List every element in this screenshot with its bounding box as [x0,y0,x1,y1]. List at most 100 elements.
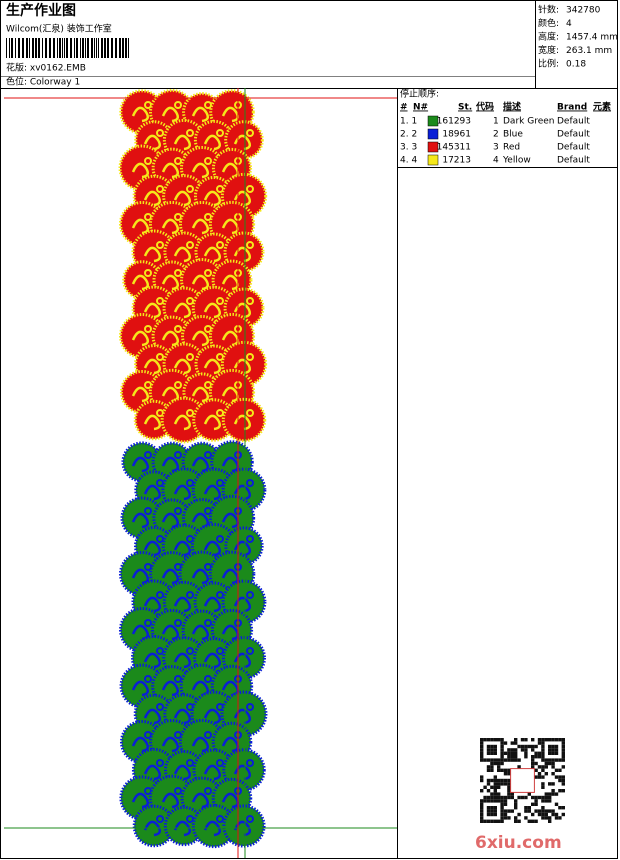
row-index: 2. 2 [400,130,417,140]
motif-swirl [203,708,222,725]
qr-module [490,765,494,769]
qr-module [514,802,518,806]
motif-swirl [191,624,210,641]
qr-module [544,816,548,820]
motif-swirl [131,162,150,179]
qr-module [558,768,562,772]
qr-module [514,806,518,810]
motif-dot [246,409,254,417]
motif-swirl [131,680,150,697]
qr-module [497,778,501,783]
qr-module [517,744,521,749]
motif-dot [204,213,212,221]
motif-dot [186,759,194,767]
qr-module [551,782,555,786]
bar-stripe [18,38,20,58]
qr-module [486,758,491,762]
qr-module [507,785,511,789]
qr-module [527,744,531,749]
motif-dot [204,619,212,627]
qr-module [483,799,487,803]
motif-dot [246,297,254,305]
qr-module [514,819,518,823]
bar-stripe [66,38,68,58]
table-header: 元素 [593,101,611,113]
qr-module [497,782,501,786]
qr-module [500,816,504,820]
qr-module [561,775,565,779]
motif-dot [204,675,212,683]
motif-swirl [203,540,222,557]
motif-dot [246,479,254,487]
qr-module [503,802,508,806]
qr-module [531,744,535,749]
qr-module [527,792,531,796]
motif-dot [156,815,164,823]
qr-module [510,741,514,745]
motif-swirl [173,414,192,431]
qr-module [537,772,542,776]
row-code: 2 [493,130,499,140]
qr-code [480,738,565,823]
qr-module [558,778,562,783]
qr-module [497,792,501,796]
bar-stripe [125,38,127,58]
qr-module [561,755,565,759]
qr-module [480,789,484,793]
qr-module [520,744,525,749]
row-description: Blue [503,130,523,140]
motif-swirl [161,218,180,235]
motif-swirl [221,274,240,291]
motif-swirl [143,302,162,319]
motif-dot [144,675,152,683]
color-swatch [427,141,439,153]
motif-swirl [143,764,162,781]
qr-module [548,761,552,766]
row-description: Dark Green [503,117,554,127]
qr-module [548,816,552,820]
qr-module [510,809,514,813]
qr-module [541,795,545,800]
qr-module [480,799,484,803]
qr-module [507,758,511,762]
qr-module [548,795,552,800]
motif-swirl [143,246,162,263]
qr-module [503,795,508,800]
qr-module [534,809,538,813]
row-stitches: 161293 [437,117,471,127]
qr-module [503,799,508,803]
bar-stripe [96,38,97,58]
qr-module [544,809,548,813]
motif-dot [216,129,224,137]
info-label: 高度: [538,31,559,43]
qr-module [524,748,528,752]
qr-module [548,792,552,796]
row-stitches: 18961 [442,130,471,140]
motif-dot [144,507,152,515]
qr-module [541,738,545,742]
qr-module [486,795,491,800]
qr-module [493,812,497,817]
qr-module [520,748,525,752]
info-value: 342780 [566,6,601,16]
table-header: St. [458,103,472,113]
qr-module [554,758,559,762]
qr-module [541,812,545,817]
qr-module [561,751,565,755]
qr-module [500,738,504,742]
motif-swirl [173,246,192,263]
qr-module [503,751,508,755]
qr-module [500,806,504,810]
qr-module [500,755,504,759]
qr-module [483,758,487,762]
qr-module [561,782,565,786]
motif-swirl [233,764,252,781]
bar-stripe [29,38,30,58]
qr-module [548,748,552,752]
motif-swirl [191,456,210,473]
qr-module [493,809,497,813]
motif-swirl [173,540,192,557]
qr-module [497,765,501,769]
qr-module [554,816,559,820]
